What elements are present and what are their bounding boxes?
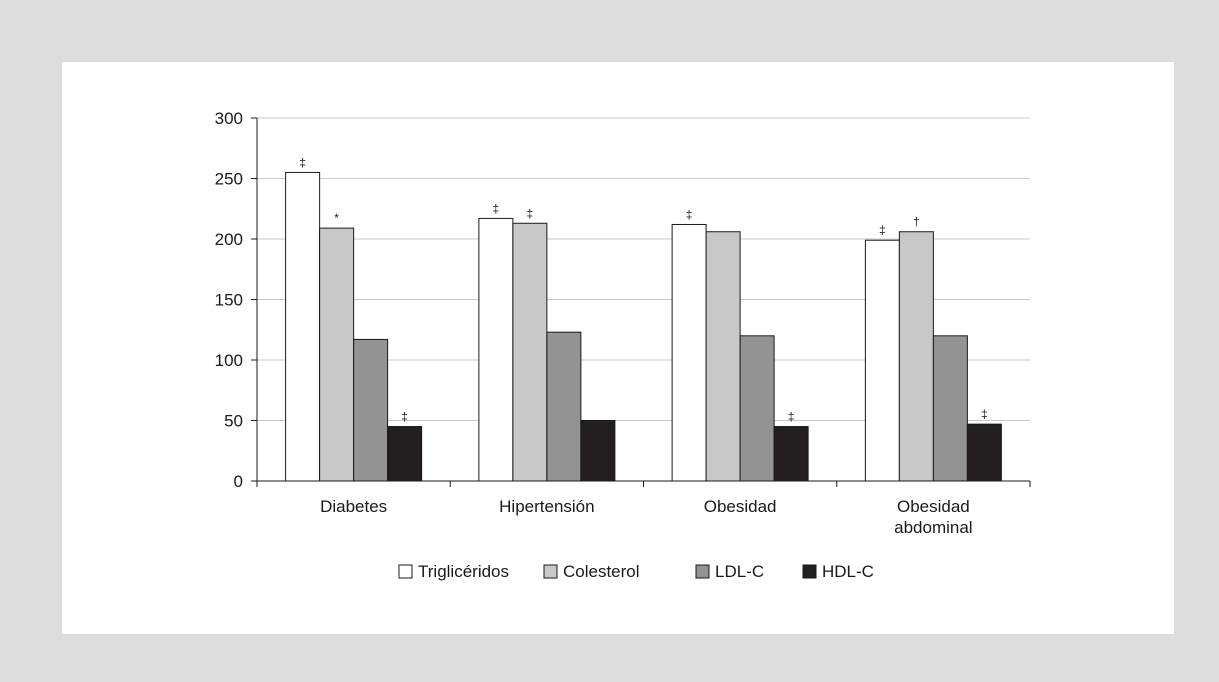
- legend-swatch: [695, 564, 710, 579]
- bar: [773, 426, 809, 482]
- bar-chart: 0 50 100 150 200 250 300 ‡ * ‡ Diabetes ‡ ‡ Hipertens…: [215, 109, 1031, 581]
- significance-marker: ‡: [879, 223, 886, 237]
- significance-marker: ‡: [788, 410, 795, 424]
- y-tick-label: 100: [215, 351, 243, 370]
- bar: [671, 223, 707, 482]
- bar: [580, 420, 616, 482]
- category-label: Obesidad: [897, 497, 970, 516]
- legend-label: Triglicéridos: [418, 562, 509, 581]
- bar: [387, 426, 423, 482]
- y-tick-label: 0: [234, 472, 243, 491]
- legend-label: Colesterol: [563, 562, 640, 581]
- y-tick-label: 300: [215, 109, 243, 128]
- y-tick-label: 150: [215, 291, 243, 310]
- bar: [285, 171, 321, 482]
- bar: [319, 227, 355, 482]
- category-label: Obesidad: [704, 497, 777, 516]
- bar: [898, 231, 934, 482]
- bar: [932, 335, 968, 482]
- category-label: abdominal: [894, 518, 972, 537]
- y-tick-label: 200: [215, 230, 243, 249]
- bar: [705, 231, 741, 482]
- significance-marker: ‡: [686, 207, 693, 221]
- labels: 0 50 100 150 200 250 300 ‡ * ‡ Diabetes ‡ ‡ Hipertens…: [215, 109, 988, 537]
- bar: [546, 331, 582, 482]
- legend-swatch: [802, 564, 817, 579]
- bar: [739, 335, 775, 482]
- legend-label: HDL-C: [822, 562, 874, 581]
- bar: [353, 338, 389, 482]
- significance-marker: ‡: [493, 201, 500, 215]
- chart-panel: 0 50 100 150 200 250 300 ‡ * ‡ Diabetes ‡ ‡ Hipertens…: [62, 62, 1174, 634]
- significance-marker: ‡: [981, 407, 988, 421]
- legend-swatch: [543, 564, 558, 579]
- significance-marker: *: [334, 211, 339, 225]
- category-label: Hipertensión: [499, 497, 594, 516]
- category-label: Diabetes: [320, 497, 387, 516]
- bar: [966, 423, 1002, 482]
- bar: [512, 222, 548, 482]
- significance-marker: †: [913, 215, 920, 229]
- significance-marker: ‡: [401, 410, 408, 424]
- significance-marker: ‡: [527, 206, 534, 220]
- y-tick-label: 50: [224, 412, 243, 431]
- y-tick-label: 250: [215, 170, 243, 189]
- bar: [478, 217, 514, 482]
- legend-label: LDL-C: [715, 562, 764, 581]
- legend: Triglicéridos Colesterol LDL-C HDL-C: [398, 562, 874, 581]
- bar: [864, 239, 900, 482]
- legend-swatch: [398, 564, 413, 579]
- significance-marker: ‡: [299, 155, 306, 169]
- bars: [285, 171, 1002, 482]
